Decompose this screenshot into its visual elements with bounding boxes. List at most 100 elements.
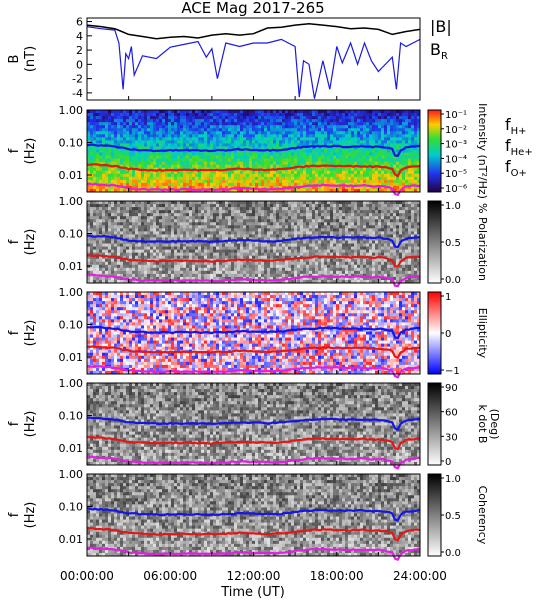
spectrogram-cell xyxy=(120,267,124,272)
spectrogram-cell xyxy=(324,128,328,132)
spectrogram-cell xyxy=(414,146,418,150)
spectrogram-cell xyxy=(171,273,175,278)
spectrogram-cell xyxy=(204,234,208,238)
spectrogram-cell xyxy=(159,255,163,260)
spectrogram-cell xyxy=(249,122,253,126)
spectrogram-cell xyxy=(105,137,109,141)
spectrogram-cell xyxy=(375,110,379,114)
colorbar-tick-label: 10⁻² xyxy=(445,125,467,136)
spectrogram-cell xyxy=(339,125,343,129)
spectrogram-cell xyxy=(93,228,97,232)
spectrogram-cell xyxy=(399,179,403,184)
spectrogram-cell xyxy=(303,113,307,117)
spectrogram-cell xyxy=(132,252,136,257)
spectrogram-cell xyxy=(90,243,94,247)
spectrogram-cell xyxy=(87,152,91,156)
spectrogram-cell xyxy=(231,225,235,229)
spectrogram-cell xyxy=(366,116,370,120)
spectrogram-cell xyxy=(108,128,112,132)
spectrogram-cell xyxy=(177,222,181,226)
spectrogram-cell xyxy=(111,228,115,232)
spectrogram-cell xyxy=(117,155,121,159)
spectrogram-cell xyxy=(183,110,187,114)
spectrogram-cell xyxy=(165,116,169,120)
spectrogram-cell xyxy=(201,146,205,150)
spectrogram-cell xyxy=(105,210,109,214)
spectrogram-cell xyxy=(402,179,406,184)
spectrogram-cell xyxy=(225,216,229,220)
spectrogram-cell xyxy=(102,252,106,257)
spectrogram-cell xyxy=(147,237,151,241)
spectrogram-cell xyxy=(288,119,292,123)
spectrogram-cell xyxy=(231,207,235,211)
spectrogram-cell xyxy=(336,152,340,156)
spectrogram-cell xyxy=(138,125,142,129)
spectrogram-cell xyxy=(120,222,124,226)
spectrogram-cell xyxy=(93,146,97,150)
spectrogram-cell xyxy=(306,155,310,159)
spectrogram-cell xyxy=(276,125,280,129)
spectrogram-cell xyxy=(144,237,148,241)
spectrogram-cell xyxy=(120,204,124,208)
spectrogram-cell xyxy=(234,204,238,208)
spectrogram-cell xyxy=(255,213,259,217)
spectrogram-cell xyxy=(138,210,142,214)
spectrogram-cell xyxy=(174,228,178,232)
spectrogram-cell xyxy=(102,131,106,135)
spectrogram-cell xyxy=(108,113,112,117)
spectrogram-cell xyxy=(225,231,229,235)
spectrogram-cell xyxy=(114,167,118,172)
spectrogram-cell xyxy=(318,179,322,184)
spectrogram-cell xyxy=(288,140,292,144)
spectrogram-cell xyxy=(300,210,304,214)
spectrogram-cell xyxy=(117,119,121,123)
spectrogram-cell xyxy=(144,161,148,166)
spectrogram-cell xyxy=(294,273,298,278)
spectrogram-cell xyxy=(345,179,349,184)
spectrogram-cell xyxy=(294,201,298,205)
spectrogram-cell xyxy=(264,261,268,266)
spectrogram-cell xyxy=(345,128,349,132)
spectrogram-cell xyxy=(105,258,109,263)
spectrogram-cell xyxy=(174,201,178,205)
spectrogram-cell xyxy=(237,182,241,187)
spectrogram-cell xyxy=(258,188,262,193)
spectrogram-cell xyxy=(270,143,274,147)
spectrogram-cell xyxy=(252,119,256,123)
spectrogram-cell xyxy=(258,273,262,278)
spectrogram-cell xyxy=(258,122,262,126)
spectrogram-cell xyxy=(168,179,172,184)
spectrogram-cell xyxy=(138,261,142,266)
spectrogram-cell xyxy=(117,210,121,214)
spectrogram-cell xyxy=(306,110,310,114)
spectrogram-cell xyxy=(285,140,289,144)
spectrogram-cell xyxy=(372,113,376,117)
spectrogram-cell xyxy=(399,137,403,141)
spectrogram-cell xyxy=(90,128,94,132)
spectrogram-cell xyxy=(240,155,244,159)
spectrogram-cell xyxy=(204,228,208,232)
spectrogram-cell xyxy=(339,179,343,184)
spectrogram-cell xyxy=(354,119,358,123)
spectrogram-cell xyxy=(297,216,301,220)
spectrogram-cell xyxy=(126,164,130,169)
spectrogram-cell xyxy=(123,255,127,260)
spectrogram-cell xyxy=(141,158,145,163)
spectrogram-cell xyxy=(192,270,196,275)
spectrogram-cell xyxy=(240,173,244,178)
spectrogram-cell xyxy=(309,134,313,138)
spectrogram-cell xyxy=(216,234,220,238)
spectrogram-cell xyxy=(273,131,277,135)
spectrogram-cell xyxy=(279,243,283,247)
spectrogram-cell xyxy=(312,128,316,132)
spectrogram-cell xyxy=(129,149,133,153)
spectrogram-cell xyxy=(138,137,142,141)
spectrogram-cell xyxy=(300,116,304,120)
spectrogram-cell xyxy=(255,188,259,193)
spectrogram-cell xyxy=(99,270,103,275)
spectrogram-cell xyxy=(372,185,376,190)
spectrogram-cell xyxy=(396,164,400,169)
spectrogram-cell xyxy=(333,155,337,159)
spectrogram-cell xyxy=(171,146,175,150)
spectrogram-cell xyxy=(180,161,184,166)
